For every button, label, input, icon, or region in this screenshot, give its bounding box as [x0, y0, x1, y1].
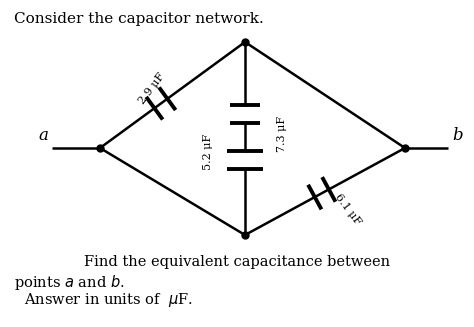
Text: 2.9 μF: 2.9 μF — [137, 72, 167, 107]
Text: 7.3 μF: 7.3 μF — [277, 116, 287, 152]
Text: b: b — [452, 127, 463, 144]
Text: 5.2 μF: 5.2 μF — [203, 134, 213, 170]
Text: Consider the capacitor network.: Consider the capacitor network. — [14, 12, 264, 26]
Text: Find the equivalent capacitance between: Find the equivalent capacitance between — [84, 255, 390, 269]
Text: points $a$ and $b$.: points $a$ and $b$. — [14, 273, 125, 292]
Text: Answer in units of  $\mu$F.: Answer in units of $\mu$F. — [24, 291, 193, 309]
Text: 6.1 μF: 6.1 μF — [333, 192, 363, 227]
Text: a: a — [38, 127, 48, 144]
